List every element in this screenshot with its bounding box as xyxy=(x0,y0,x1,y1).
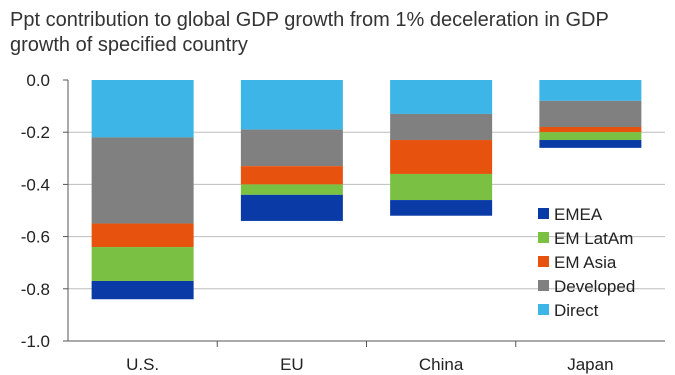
legend: EMEA EM LatAm EM Asia Developed Direct xyxy=(538,205,635,320)
y-tick-label: -1.0 xyxy=(21,332,50,351)
legend-swatch-developed xyxy=(538,280,549,291)
bar-segment-em-asia xyxy=(390,140,493,174)
x-tick-label: U.S. xyxy=(126,355,159,374)
legend-swatch-emea xyxy=(538,208,549,219)
bar-segment-developed xyxy=(240,129,343,167)
legend-swatch-em-latam xyxy=(538,232,549,243)
legend-swatch-direct xyxy=(538,304,549,315)
x-tick-label: EU xyxy=(280,355,304,374)
y-tick-label: -0.2 xyxy=(21,123,50,142)
y-tick-label: 0.0 xyxy=(26,71,50,90)
bar-segment-direct xyxy=(539,80,642,101)
bar-segment-direct xyxy=(240,80,343,130)
bar-segment-developed xyxy=(91,137,194,224)
bar-segment-em-asia xyxy=(240,166,343,185)
legend-label: EM LatAm xyxy=(554,229,633,248)
bar-segment-emea xyxy=(240,194,343,221)
bar-segment-em-asia xyxy=(539,126,642,133)
bar-segment-em-latam xyxy=(390,173,493,201)
bar-segment-direct xyxy=(390,80,493,114)
bar-segment-emea xyxy=(539,140,642,148)
legend-label: Developed xyxy=(554,277,635,296)
chart-title: Ppt contribution to global GDP growth fr… xyxy=(10,9,609,56)
bar-segment-em-latam xyxy=(539,132,642,141)
bar-segment-direct xyxy=(91,80,194,138)
y-tick-label: -0.6 xyxy=(21,228,50,247)
bar-segment-em-asia xyxy=(91,223,194,248)
y-tick-label: -0.4 xyxy=(21,175,50,194)
bar-segment-developed xyxy=(390,113,493,141)
bar-segment-emea xyxy=(390,200,493,216)
bar-segment-developed xyxy=(539,100,642,127)
legend-label: Direct xyxy=(554,301,599,320)
bar-segment-em-latam xyxy=(240,184,343,195)
bar-segment-em-latam xyxy=(91,247,194,281)
legend-label: EMEA xyxy=(554,205,603,224)
bars xyxy=(91,80,642,300)
y-tick-label: -0.8 xyxy=(21,280,50,299)
axes: 0.0 -0.2 -0.4 -0.6 -0.8 -1.0 U.S. EU China Japan xyxy=(21,71,665,374)
legend-label: EM Asia xyxy=(554,253,617,272)
legend-swatch-em-asia xyxy=(538,256,549,267)
x-tick-label: China xyxy=(419,355,464,374)
bar-segment-emea xyxy=(91,280,194,300)
x-tick-label: Japan xyxy=(567,355,613,374)
